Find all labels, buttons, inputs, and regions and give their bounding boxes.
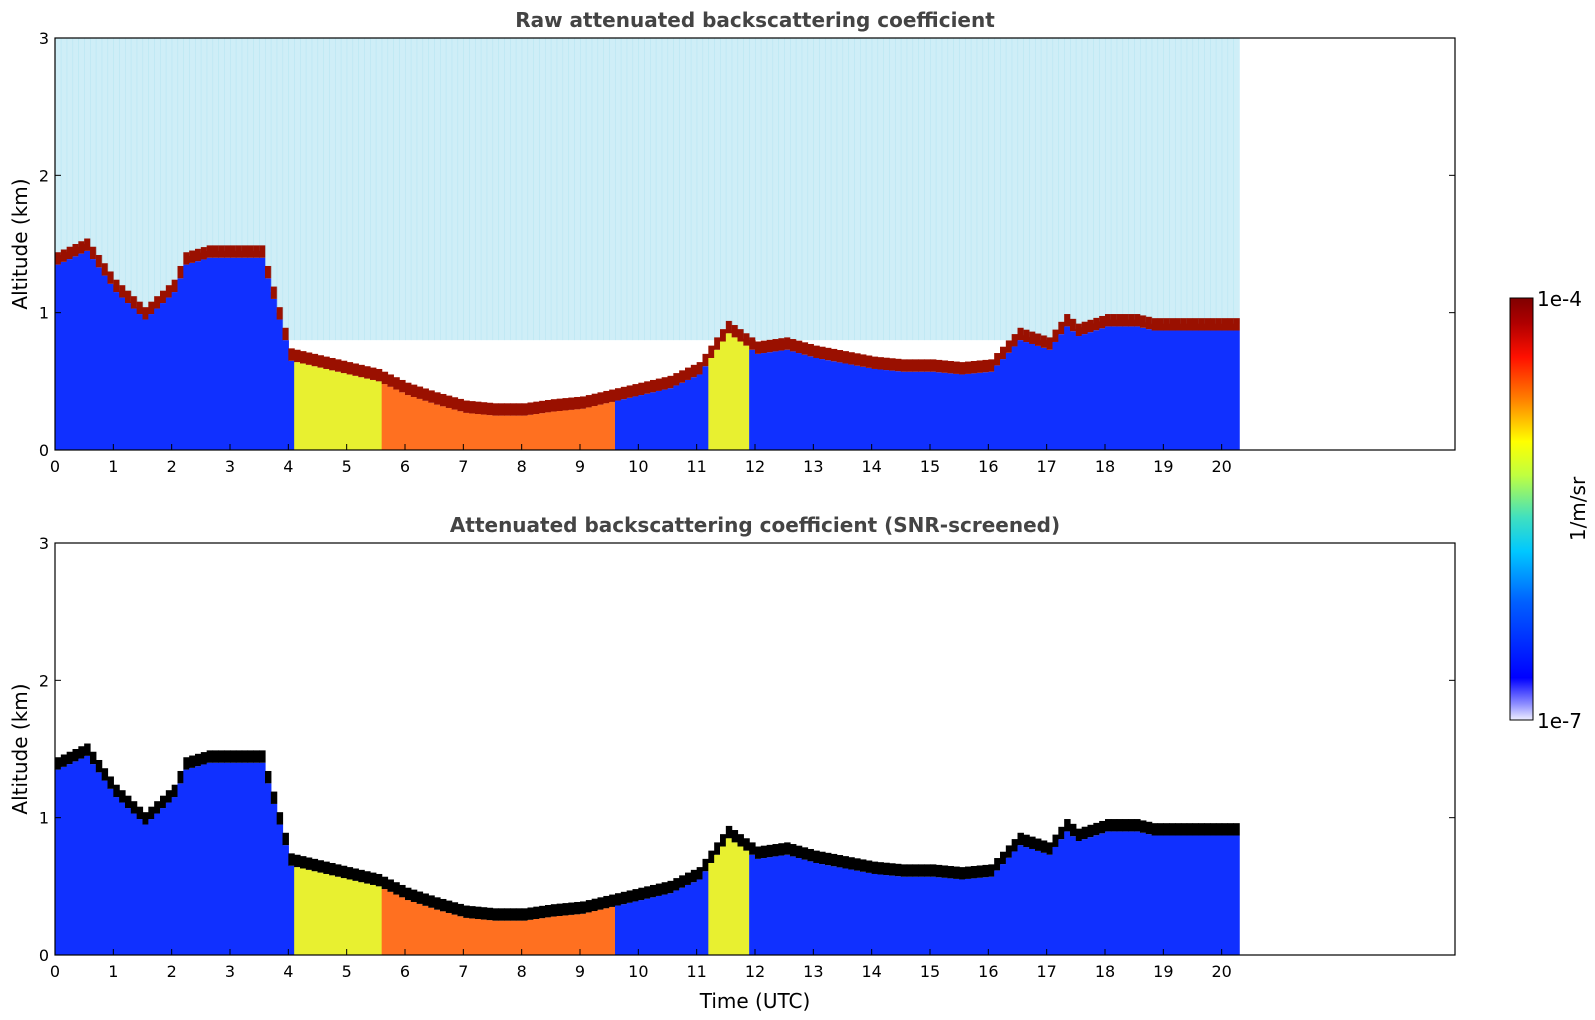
x-tick-label: 20 bbox=[1211, 457, 1231, 476]
y-tick-label: 2 bbox=[39, 166, 49, 185]
x-tick-label: 14 bbox=[861, 962, 881, 981]
x-tick-label: 9 bbox=[575, 962, 585, 981]
x-tick-label: 16 bbox=[978, 457, 998, 476]
x-tick-label: 13 bbox=[803, 457, 823, 476]
panel-screened-heatmap bbox=[55, 743, 1240, 955]
x-tick-label: 6 bbox=[400, 962, 410, 981]
x-tick-label: 2 bbox=[167, 962, 177, 981]
x-tick-label: 19 bbox=[1153, 962, 1173, 981]
x-tick-label: 8 bbox=[517, 962, 527, 981]
x-tick-label: 17 bbox=[1036, 962, 1056, 981]
x-tick-label: 17 bbox=[1036, 457, 1056, 476]
panel-screened-title: Attenuated backscattering coefficient (S… bbox=[450, 513, 1060, 537]
x-tick-label: 0 bbox=[50, 457, 60, 476]
panel-raw-title: Raw attenuated backscattering coefficien… bbox=[515, 8, 995, 32]
x-tick-label: 10 bbox=[628, 457, 648, 476]
x-tick-label: 2 bbox=[167, 457, 177, 476]
x-tick-label: 15 bbox=[920, 962, 940, 981]
panel-raw-ylabel: Altitude (km) bbox=[8, 178, 32, 309]
y-tick-label: 1 bbox=[39, 304, 49, 323]
y-tick-label: 1 bbox=[39, 809, 49, 828]
panel-screened-ylabel: Altitude (km) bbox=[8, 683, 32, 814]
x-tick-label: 6 bbox=[400, 457, 410, 476]
x-tick-label: 8 bbox=[517, 457, 527, 476]
x-tick-label: 11 bbox=[686, 457, 706, 476]
x-tick-label: 14 bbox=[861, 457, 881, 476]
panel-screened: Attenuated backscattering coefficient (S… bbox=[8, 513, 1456, 1013]
x-tick-label: 20 bbox=[1211, 962, 1231, 981]
y-tick-label: 3 bbox=[39, 534, 49, 553]
x-tick-label: 18 bbox=[1095, 962, 1115, 981]
x-tick-label: 7 bbox=[458, 962, 468, 981]
x-tick-label: 11 bbox=[686, 962, 706, 981]
x-tick-label: 1 bbox=[108, 962, 118, 981]
x-tick-label: 13 bbox=[803, 962, 823, 981]
x-tick-label: 4 bbox=[283, 457, 293, 476]
x-tick-label: 15 bbox=[920, 457, 940, 476]
x-tick-label: 1 bbox=[108, 457, 118, 476]
x-tick-label: 12 bbox=[745, 962, 765, 981]
colorbar-gradient bbox=[1509, 297, 1534, 721]
y-tick-label: 0 bbox=[39, 441, 49, 460]
colorbar-max-label: 1e-4 bbox=[1537, 287, 1582, 311]
x-tick-label: 9 bbox=[575, 457, 585, 476]
panel-raw-heatmap bbox=[55, 38, 1240, 450]
x-tick-label: 5 bbox=[342, 962, 352, 981]
x-tick-label: 18 bbox=[1095, 457, 1115, 476]
x-tick-label: 0 bbox=[50, 962, 60, 981]
y-tick-label: 3 bbox=[39, 29, 49, 48]
colorbar: 1e-4 1e-7 1/m/sr bbox=[1509, 287, 1590, 733]
y-tick-label: 2 bbox=[39, 671, 49, 690]
panel-screened-xlabel: Time (UTC) bbox=[699, 989, 811, 1013]
x-tick-label: 10 bbox=[628, 962, 648, 981]
colorbar-unit-label: 1/m/sr bbox=[1566, 476, 1590, 541]
x-tick-label: 3 bbox=[225, 457, 235, 476]
x-tick-label: 19 bbox=[1153, 457, 1173, 476]
x-tick-label: 3 bbox=[225, 962, 235, 981]
x-tick-label: 4 bbox=[283, 962, 293, 981]
colorbar-min-label: 1e-7 bbox=[1537, 709, 1582, 733]
x-tick-label: 16 bbox=[978, 962, 998, 981]
x-tick-label: 7 bbox=[458, 457, 468, 476]
x-tick-label: 5 bbox=[342, 457, 352, 476]
panel-raw: Raw attenuated backscattering coefficien… bbox=[8, 8, 1456, 476]
y-tick-label: 0 bbox=[39, 946, 49, 965]
x-tick-label: 12 bbox=[745, 457, 765, 476]
